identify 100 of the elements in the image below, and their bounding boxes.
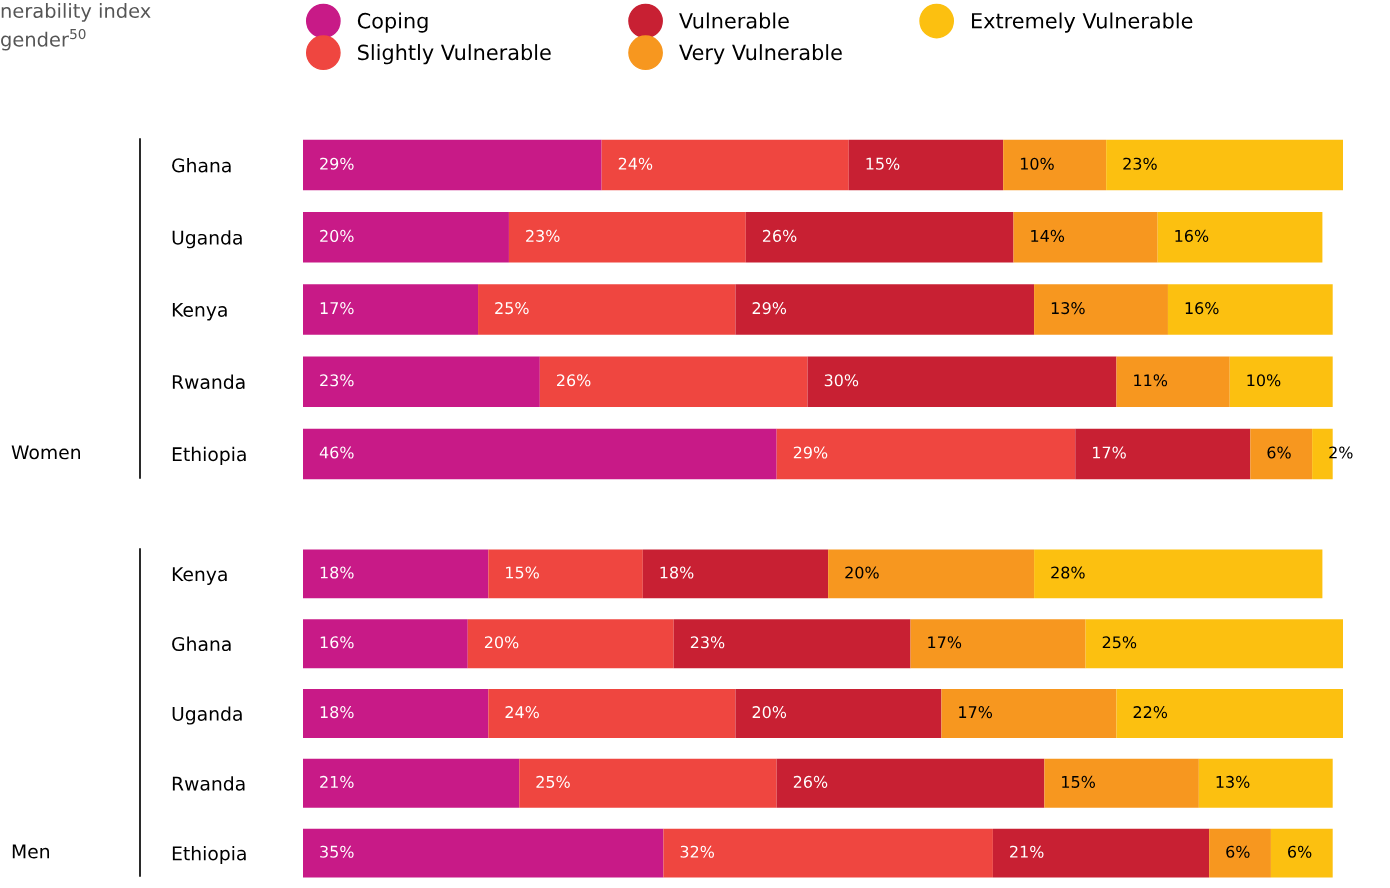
text: nerability index gender$^{50}$ [1, 3, 151, 51]
bar [807, 356, 1117, 407]
bar [992, 828, 1210, 878]
y-tick-label: Uganda [172, 706, 242, 725]
bar [1209, 828, 1271, 878]
bar [303, 549, 489, 599]
data-label: 25% [495, 302, 529, 315]
data-label: 21% [1010, 845, 1044, 858]
bar [488, 689, 736, 738]
bar [601, 139, 849, 191]
data-label: 11% [1134, 374, 1168, 387]
bar [303, 619, 468, 669]
legend-label: Vulnerable [679, 12, 789, 29]
data-label: 13% [1216, 775, 1250, 788]
bar [467, 619, 674, 669]
data-label: 18% [320, 706, 354, 719]
y-tick-label: Ghana [172, 636, 231, 652]
bar [508, 212, 746, 263]
bar [776, 758, 1045, 808]
y-tick-label: Kenya [172, 302, 227, 321]
bar [1167, 284, 1333, 335]
bar [1034, 549, 1323, 599]
bar [1044, 758, 1199, 808]
data-label: 26% [557, 374, 591, 387]
legend-label: Slightly Vulnerable [358, 44, 551, 65]
data-label: 13% [1051, 302, 1085, 315]
data-label: 23% [1123, 157, 1157, 170]
bar [1116, 689, 1343, 738]
data-label: 35% [320, 845, 354, 858]
data-label: 30% [824, 374, 859, 387]
bar [303, 758, 520, 808]
legend-label: Very Vulnerable [679, 44, 842, 65]
y-axis-title: Women [11, 445, 80, 460]
bar [478, 284, 736, 335]
bar [1270, 828, 1333, 878]
bar [828, 549, 1035, 599]
y-tick-label: Ethiopia [172, 845, 246, 865]
bar [1075, 428, 1251, 480]
data-label: 20% [320, 229, 354, 242]
data-label: 22% [1133, 706, 1168, 719]
bar [539, 356, 808, 407]
data-label: 29% [752, 302, 787, 315]
data-label: 20% [752, 706, 787, 719]
bar [1003, 139, 1107, 191]
bar [303, 356, 540, 407]
y-tick-label: Rwanda [172, 374, 245, 390]
data-label: 6% [1226, 845, 1250, 858]
data-label: 10% [1020, 157, 1054, 170]
bar [303, 212, 509, 263]
data-label: 14% [1031, 229, 1065, 242]
bar [673, 619, 911, 669]
data-label: 26% [793, 775, 828, 788]
data-label: 16% [1185, 302, 1219, 315]
bar [642, 549, 829, 599]
bar [1034, 284, 1168, 335]
data-label: 26% [762, 229, 797, 242]
data-label: 6% [1267, 446, 1291, 459]
data-label: 46% [319, 446, 354, 459]
bar [1085, 619, 1343, 669]
bar [941, 689, 1117, 738]
data-label: 17% [1093, 446, 1126, 459]
data-label: 20% [484, 636, 519, 649]
data-label: 17% [928, 636, 962, 649]
data-label: 23% [526, 229, 560, 242]
data-label: 29% [320, 157, 354, 170]
bar [1250, 428, 1313, 480]
data-label: 24% [618, 157, 653, 170]
bar [735, 689, 942, 738]
bar [519, 758, 777, 808]
data-label: 25% [1102, 636, 1137, 649]
y-tick-label: Uganda [172, 230, 242, 249]
bar [663, 828, 993, 878]
y-tick-label: Ghana [172, 157, 231, 173]
data-label: 32% [680, 845, 715, 858]
bar [910, 619, 1086, 669]
bar [735, 284, 1035, 335]
bar [848, 139, 1004, 191]
bar [1116, 356, 1230, 407]
y-tick-label: Kenya [172, 567, 227, 585]
legend-label: Coping [357, 12, 428, 33]
legend-label: Extremely Vulnerable [972, 12, 1193, 33]
y-tick-label: Ethiopia [172, 446, 246, 465]
data-label: 15% [506, 566, 539, 579]
bar [1013, 212, 1158, 263]
bar [303, 428, 777, 480]
data-label: 15% [866, 157, 900, 170]
data-label: 23% [690, 636, 725, 649]
bar [488, 549, 643, 599]
bar [1229, 356, 1333, 407]
bar [303, 139, 602, 191]
data-label: 16% [1175, 229, 1209, 242]
data-label: 16% [320, 636, 354, 649]
data-label: 6% [1288, 845, 1312, 858]
bar [303, 284, 479, 335]
data-label: 21% [320, 775, 354, 788]
bar [745, 212, 1014, 263]
data-label: 18% [320, 566, 354, 579]
data-label: 18% [660, 566, 694, 579]
data-label: 28% [1051, 566, 1085, 579]
bar [1157, 212, 1323, 263]
